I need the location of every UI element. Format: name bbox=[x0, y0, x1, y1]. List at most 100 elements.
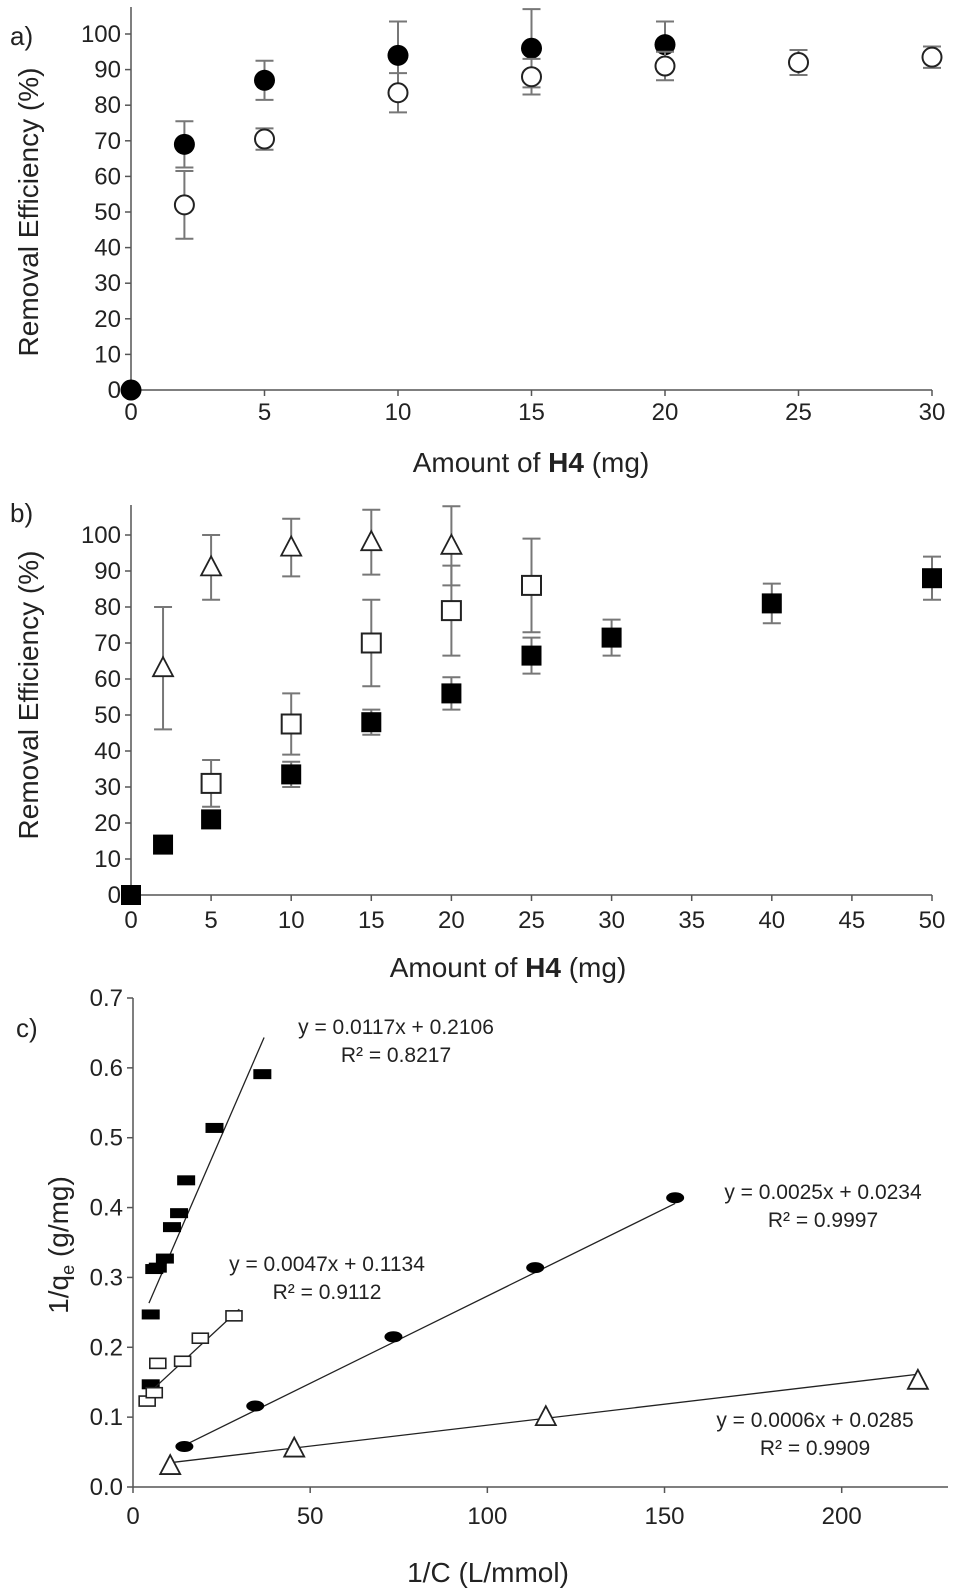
panel-a-label: a) bbox=[10, 21, 33, 51]
y-tick-label: 40 bbox=[94, 738, 121, 765]
panel-a-x-axis-title: Amount of H4 (mg) bbox=[413, 447, 650, 478]
fit-equation-open-triangle: y = 0.0006x + 0.0285 bbox=[716, 1409, 913, 1432]
y-tick-label: 0.3 bbox=[90, 1264, 123, 1291]
y-tick-label: 20 bbox=[94, 810, 121, 837]
data-point-open-circle bbox=[254, 128, 275, 150]
x-tick-label: 20 bbox=[438, 907, 465, 934]
y-tick-label: 10 bbox=[94, 846, 121, 873]
panel-a-x-axis-title-suffix: (mg) bbox=[584, 447, 649, 478]
data-point-filled-square bbox=[761, 593, 782, 614]
x-tick-label: 0 bbox=[124, 907, 137, 934]
data-point-open-circle bbox=[921, 46, 943, 68]
series-filled-dash bbox=[141, 1037, 272, 1390]
data-point-filled-ellipse bbox=[246, 1400, 265, 1412]
series-open-triangle bbox=[158, 1367, 930, 1475]
y-tick-label: 0.4 bbox=[90, 1195, 123, 1222]
panel-b-x-axis-title: Amount of H4 (mg) bbox=[390, 952, 627, 983]
x-tick-label: 10 bbox=[385, 399, 412, 426]
data-point-open-circle bbox=[173, 194, 195, 216]
x-tick-label: 50 bbox=[919, 907, 946, 934]
x-tick-label: 200 bbox=[822, 1503, 862, 1530]
y-tick-label: 30 bbox=[94, 774, 121, 801]
y-tick-label: 10 bbox=[94, 341, 121, 368]
x-tick-label: 45 bbox=[839, 907, 866, 934]
panel-b-x-axis-title-prefix: Amount of bbox=[390, 952, 525, 983]
y-tick-label: 0.6 bbox=[90, 1055, 123, 1082]
panel-b-y-axis-title: Removal Efficiency (%) bbox=[13, 551, 44, 840]
y-tick-label: 0.0 bbox=[90, 1474, 123, 1501]
y-tick-label: 0.1 bbox=[90, 1404, 123, 1431]
data-point-open-square bbox=[280, 713, 302, 735]
x-tick-label: 40 bbox=[758, 907, 785, 934]
data-point-open-rect bbox=[191, 1332, 210, 1345]
y-tick-label: 60 bbox=[94, 666, 121, 693]
panel-c-y-axis-title: 1/qe (g/mg) bbox=[43, 1176, 78, 1314]
data-point-open-circle bbox=[654, 55, 676, 77]
x-tick-label: 25 bbox=[785, 399, 812, 426]
data-point-filled-circle bbox=[654, 34, 676, 56]
panel-c-y-axis-title-sub: e bbox=[58, 1265, 78, 1275]
data-point-filled-square bbox=[201, 809, 222, 830]
data-point-open-square bbox=[200, 772, 222, 794]
panel-b-x-axis-title-suffix: (mg) bbox=[561, 952, 626, 983]
panel-c-y-axis-title-rest: (g/mg) bbox=[43, 1176, 74, 1265]
data-point-open-triangle bbox=[439, 532, 463, 555]
data-point-filled-square bbox=[281, 764, 302, 785]
data-point-open-triangle bbox=[906, 1367, 930, 1390]
x-tick-label: 0 bbox=[124, 399, 137, 426]
data-point-filled-square bbox=[922, 568, 942, 589]
panel-a: a) Removal Efficiency (%) Amount of H4 (… bbox=[10, 7, 945, 478]
x-tick-label: 25 bbox=[518, 907, 545, 934]
y-tick-label: 20 bbox=[94, 306, 121, 333]
series-open-rect bbox=[138, 1308, 243, 1407]
data-point-open-circle bbox=[788, 51, 809, 73]
panel-c-y-axis-title-main: 1/q bbox=[43, 1275, 74, 1314]
x-tick-label: 20 bbox=[652, 399, 679, 426]
fit-r2-open-triangle: R² = 0.9909 bbox=[760, 1437, 870, 1460]
series-open-circle bbox=[173, 45, 943, 240]
data-point-open-rect bbox=[173, 1355, 192, 1368]
data-point-filled-circle bbox=[120, 379, 142, 401]
panel-a-x-axis-title-prefix: Amount of bbox=[413, 447, 548, 478]
y-tick-label: 0.2 bbox=[90, 1334, 123, 1361]
y-tick-label: 0 bbox=[108, 377, 121, 404]
data-point-filled-square bbox=[521, 645, 542, 666]
y-tick-label: 50 bbox=[94, 199, 121, 226]
data-point-open-circle bbox=[387, 82, 409, 104]
data-point-open-rect bbox=[225, 1310, 243, 1322]
series-filled-ellipse bbox=[175, 1192, 685, 1452]
data-point-open-circle bbox=[521, 66, 542, 88]
y-tick-label: 0 bbox=[108, 882, 121, 909]
y-tick-label: 100 bbox=[81, 522, 121, 549]
data-point-filled-square bbox=[441, 683, 462, 704]
y-tick-label: 60 bbox=[94, 163, 121, 190]
y-tick-label: 30 bbox=[94, 270, 121, 297]
x-tick-label: 15 bbox=[518, 399, 545, 426]
fit-r2-filled-ellipse: R² = 0.9997 bbox=[768, 1209, 878, 1232]
y-tick-label: 70 bbox=[94, 630, 121, 657]
x-tick-label: 35 bbox=[678, 907, 705, 934]
data-point-filled-dash bbox=[141, 1309, 160, 1320]
series-open-triangle bbox=[151, 505, 463, 731]
data-point-filled-dash bbox=[148, 1262, 167, 1273]
panel-c: c) 1/qe (g/mg) 1/C (L/mmol) 0.0 0.1 0.2 0.3… bbox=[16, 985, 948, 1588]
y-tick-label: 90 bbox=[94, 57, 121, 84]
fit-line-open-rect bbox=[143, 1308, 240, 1399]
x-tick-label: 5 bbox=[258, 399, 271, 426]
panel-b-plot-area: 0 10 20 30 40 50 60 70 80 90 100 0 5 10 15 20 25 30 35 40 45… bbox=[81, 505, 945, 934]
series-filled-square bbox=[121, 555, 942, 905]
fit-equation-filled-dash: y = 0.0117x + 0.2106 bbox=[298, 1016, 494, 1039]
panel-b: b) Removal Efficiency (%) Amount of H4 (… bbox=[10, 498, 945, 983]
data-point-open-triangle bbox=[158, 1453, 182, 1475]
panel-c-x-axis-title: 1/C (L/mmol) bbox=[407, 1557, 569, 1588]
data-point-filled-dash bbox=[253, 1069, 272, 1080]
x-tick-label: 100 bbox=[467, 1503, 507, 1530]
y-tick-label: 0.7 bbox=[90, 985, 123, 1012]
fit-r2-open-rect: R² = 0.9112 bbox=[273, 1281, 382, 1304]
panel-c-plot-area: 0.0 0.1 0.2 0.3 0.4 0.5 0.6 0.7 0 50 100 150 200 bbox=[90, 985, 948, 1530]
data-point-open-triangle bbox=[359, 529, 383, 552]
y-tick-label: 100 bbox=[81, 21, 121, 48]
x-tick-label: 30 bbox=[598, 907, 625, 934]
data-point-filled-circle bbox=[173, 133, 195, 155]
panel-a-x-axis-title-bold: H4 bbox=[548, 447, 584, 478]
